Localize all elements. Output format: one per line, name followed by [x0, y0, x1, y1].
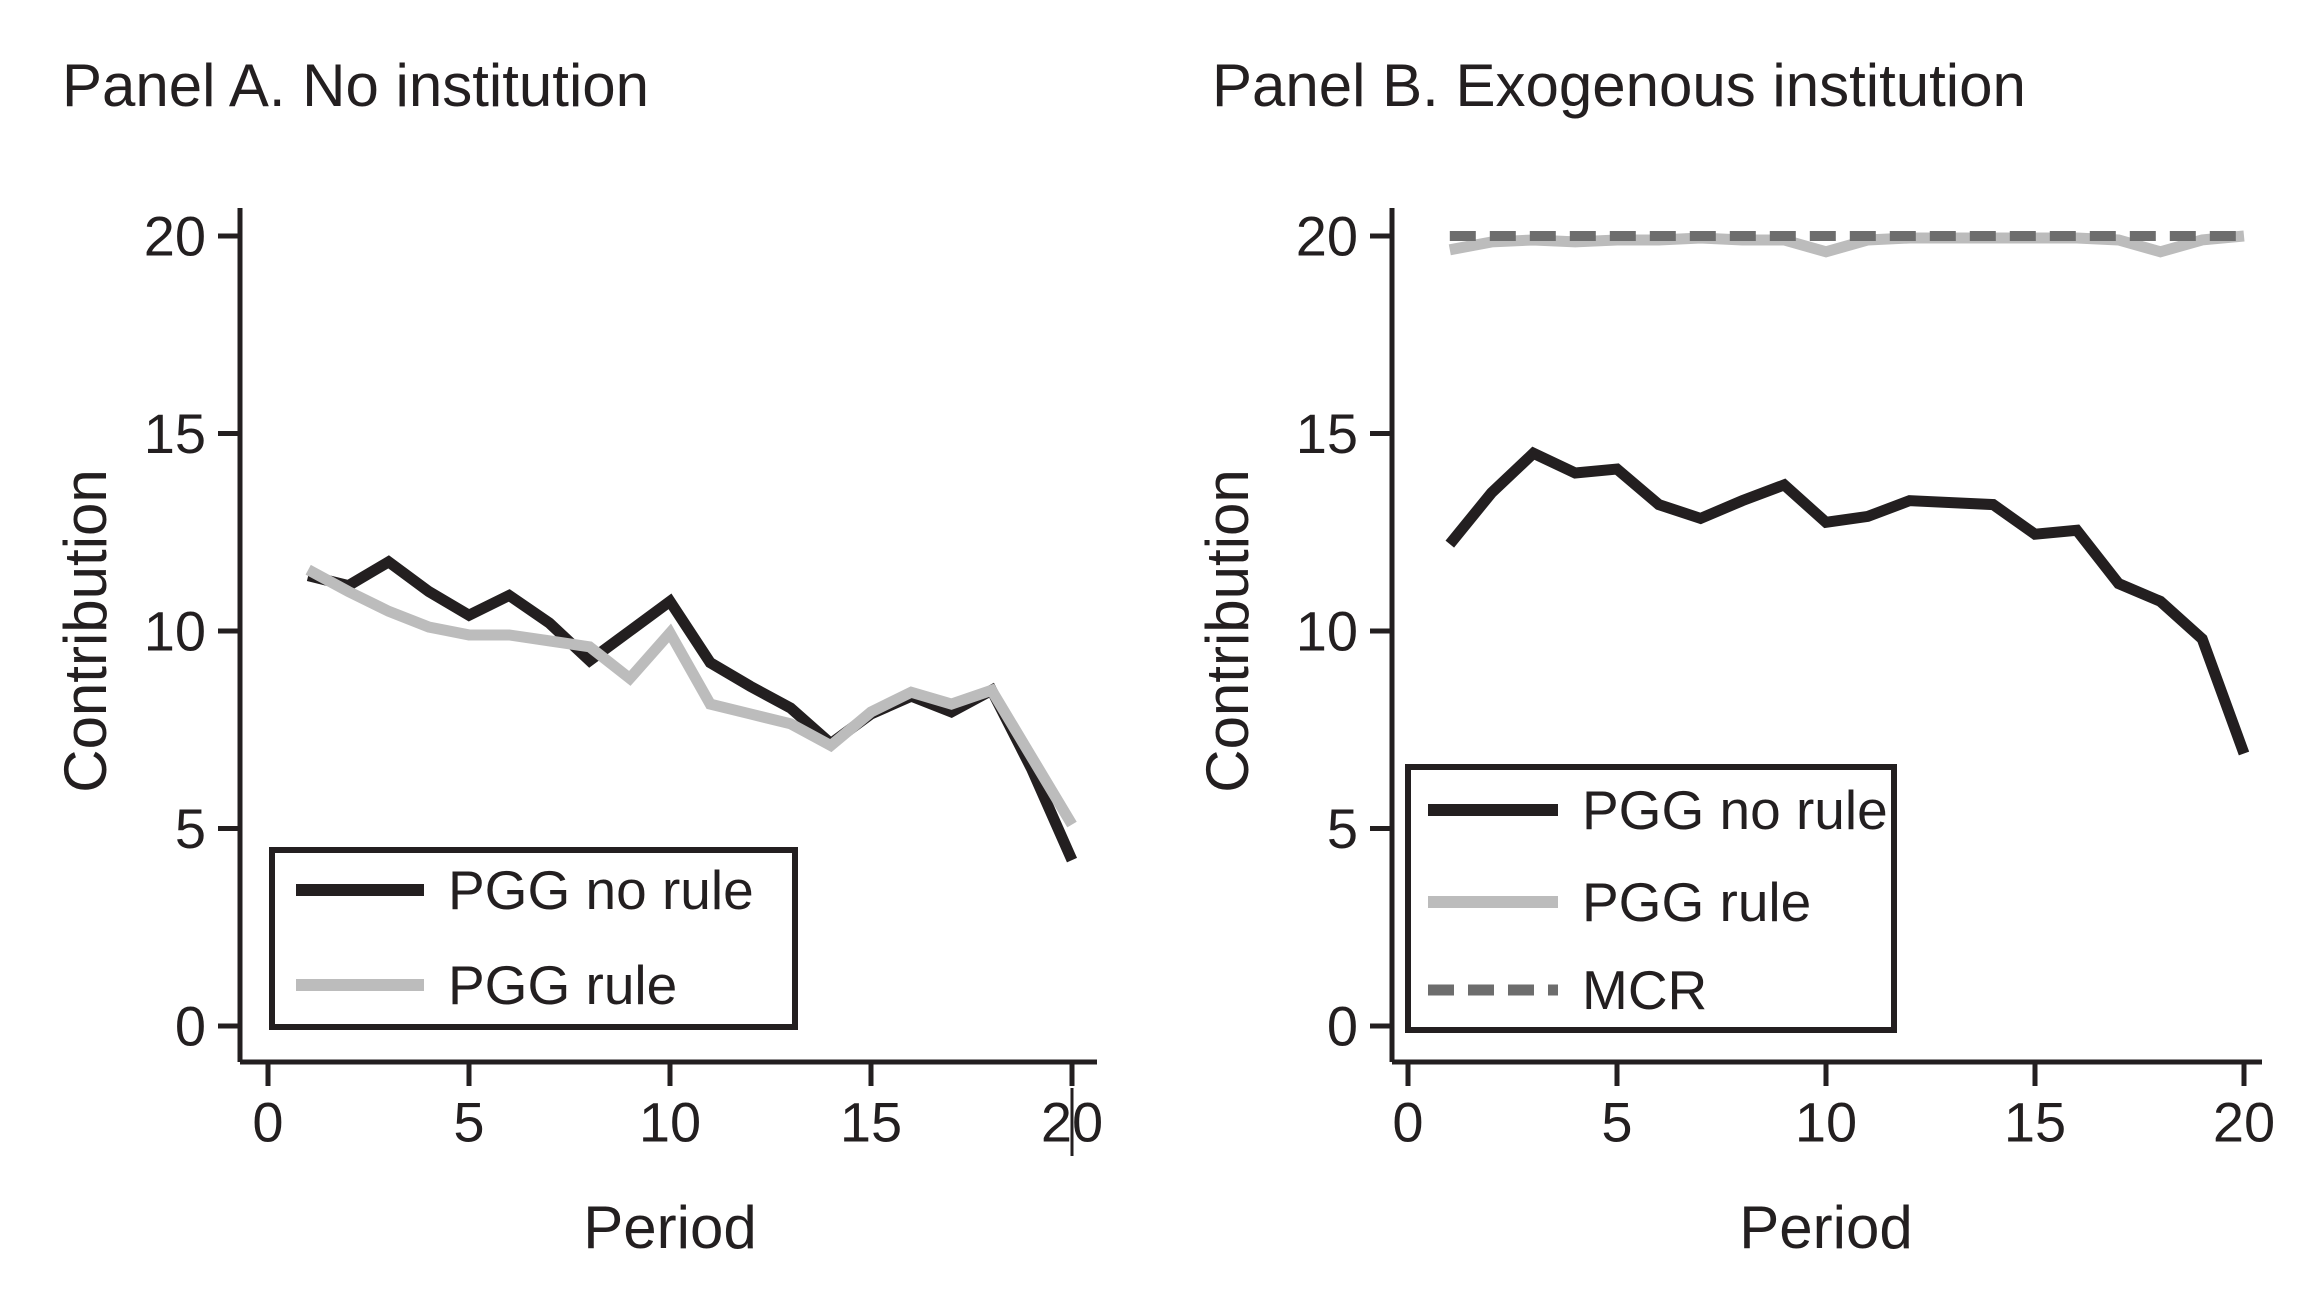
panel-a-x-axis-label: Period [583, 1194, 756, 1261]
panel-b-axes: 0 5 10 15 20 0 5 10 15 20 [1296, 205, 2275, 1154]
panel-b-series [1445, 230, 2250, 756]
panel-b-y-tick-label: 20 [1296, 205, 1358, 268]
panel-b-legend-label-mcr: MCR [1582, 959, 1707, 1021]
panel-a-x-tick-label: 5 [453, 1091, 484, 1154]
panel-a-series [305, 555, 1078, 863]
panel-b-y-tick-label: 5 [1327, 797, 1358, 860]
panel-a-y-tick-label: 10 [144, 600, 206, 663]
panel-a-title: Panel A. No institution [62, 52, 649, 119]
panel-a: Panel A. No institution Contribution 0 5 1… [52, 52, 1103, 1261]
panel-b-line-pgg-rule [1448, 230, 2245, 258]
panel-b-x-tick-label: 15 [2004, 1091, 2066, 1154]
panel-a-legend-label-pgg-rule: PGG rule [448, 954, 677, 1016]
panel-b-x-axis-label: Period [1739, 1194, 1912, 1261]
panel-a-x-tick-label: 10 [639, 1091, 701, 1154]
panel-b-legend-label-pgg-no-rule: PGG no rule [1582, 779, 1888, 841]
panel-b-y-tick-label: 10 [1296, 600, 1358, 663]
panel-b-x-tick-label: 20 [2213, 1091, 2275, 1154]
panel-b-y-tick-label: 15 [1296, 402, 1358, 465]
panel-a-line-pgg-no-rule [306, 555, 1078, 863]
panel-b-x-tick-label: 10 [1795, 1091, 1857, 1154]
panel-a-x-tick-label: 0 [252, 1091, 283, 1154]
panel-a-y-axis-label: Contribution [52, 469, 119, 793]
panel-a-x-tick-label: 15 [840, 1091, 902, 1154]
panel-a-line-pgg-rule [305, 564, 1077, 828]
panel-b-line-pgg-no-rule [1445, 446, 2250, 756]
panel-a-y-tick-label: 15 [144, 402, 206, 465]
panel-a-y-tick-label: 0 [175, 995, 206, 1058]
panel-b-title: Panel B. Exogenous institution [1212, 52, 2026, 119]
panel-b-legend-label-pgg-rule: PGG rule [1582, 871, 1811, 933]
panel-a-legend-box [269, 847, 798, 1030]
panel-b-legend: PGG no rule PGG rule MCR [1405, 764, 1897, 1033]
panel-b-x-tick-label: 0 [1392, 1091, 1423, 1154]
panel-a-y-tick-label: 5 [175, 797, 206, 860]
panel-b-y-axis-label: Contribution [1194, 469, 1261, 793]
panel-a-legend-label-pgg-no-rule: PGG no rule [448, 859, 754, 921]
panel-b-x-tick-label: 5 [1601, 1091, 1632, 1154]
panel-a-legend: PGG no rule PGG rule [269, 847, 798, 1030]
panel-a-y-tick-label: 20 [144, 205, 206, 268]
panel-b: Panel B. Exogenous institution Contribut… [1194, 52, 2275, 1261]
panel-b-y-tick-label: 0 [1327, 995, 1358, 1058]
